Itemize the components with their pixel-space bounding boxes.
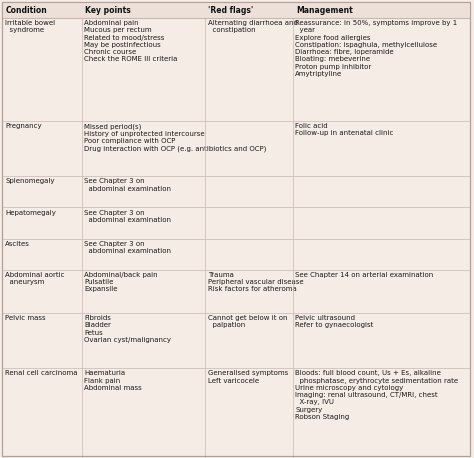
Text: Alternating diarrhoea and
  constipation: Alternating diarrhoea and constipation xyxy=(208,20,298,33)
Text: Condition: Condition xyxy=(6,5,47,15)
Text: Reassurance: in 50%, symptoms improve by 1
  year
Explore food allergies
Constip: Reassurance: in 50%, symptoms improve by… xyxy=(295,20,457,77)
Text: See Chapter 3 on
  abdominal examination: See Chapter 3 on abdominal examination xyxy=(84,210,172,223)
Text: Haematuria
Flank pain
Abdominal mass: Haematuria Flank pain Abdominal mass xyxy=(84,371,142,391)
Text: Hepatomegaly: Hepatomegaly xyxy=(5,210,56,216)
Text: Pelvic ultrasound
Refer to gynaecologist: Pelvic ultrasound Refer to gynaecologist xyxy=(295,315,374,328)
Text: Bloods: full blood count, Us + Es, alkaline
  phosphatase, erythrocyte sedimenta: Bloods: full blood count, Us + Es, alkal… xyxy=(295,371,458,420)
Text: Abdominal/back pain
Pulsatile
Expansile: Abdominal/back pain Pulsatile Expansile xyxy=(84,272,158,293)
Text: Trauma
Peripheral vascular disease
Risk factors for atheroma: Trauma Peripheral vascular disease Risk … xyxy=(208,272,303,293)
Text: Splenomegaly: Splenomegaly xyxy=(5,178,55,185)
Text: 'Red flags': 'Red flags' xyxy=(208,5,253,15)
Text: Pregnancy: Pregnancy xyxy=(5,123,42,129)
Text: Abdominal pain
Mucous per rectum
Related to mood/stress
May be postinfectious
Ch: Abdominal pain Mucous per rectum Related… xyxy=(84,20,178,62)
Text: Pelvic mass: Pelvic mass xyxy=(5,315,46,321)
Text: Generalised symptoms
Left varicocele: Generalised symptoms Left varicocele xyxy=(208,371,288,383)
Text: Ascites: Ascites xyxy=(5,241,30,247)
Text: Cannot get below it on
  palpation: Cannot get below it on palpation xyxy=(208,315,287,328)
Text: Folic acid
Follow-up in antenatal clinic: Folic acid Follow-up in antenatal clinic xyxy=(295,123,394,136)
Text: See Chapter 3 on
  abdominal examination: See Chapter 3 on abdominal examination xyxy=(84,178,172,191)
Text: Fibroids
Bladder
Fetus
Ovarian cyst/malignancy: Fibroids Bladder Fetus Ovarian cyst/mali… xyxy=(84,315,172,343)
Text: Renal cell carcinoma: Renal cell carcinoma xyxy=(5,371,78,376)
Text: Management: Management xyxy=(296,5,353,15)
Text: Key points: Key points xyxy=(85,5,131,15)
Text: Irritable bowel
  syndrome: Irritable bowel syndrome xyxy=(5,20,55,33)
Text: See Chapter 14 on arterial examination: See Chapter 14 on arterial examination xyxy=(295,272,434,278)
Text: Missed period(s)
History of unprotected intercourse
Poor compliance with OCP
Dru: Missed period(s) History of unprotected … xyxy=(84,123,267,152)
Text: Abdominal aortic
  aneurysm: Abdominal aortic aneurysm xyxy=(5,272,65,285)
Bar xyxy=(2,2,470,18)
Text: See Chapter 3 on
  abdominal examination: See Chapter 3 on abdominal examination xyxy=(84,241,172,254)
